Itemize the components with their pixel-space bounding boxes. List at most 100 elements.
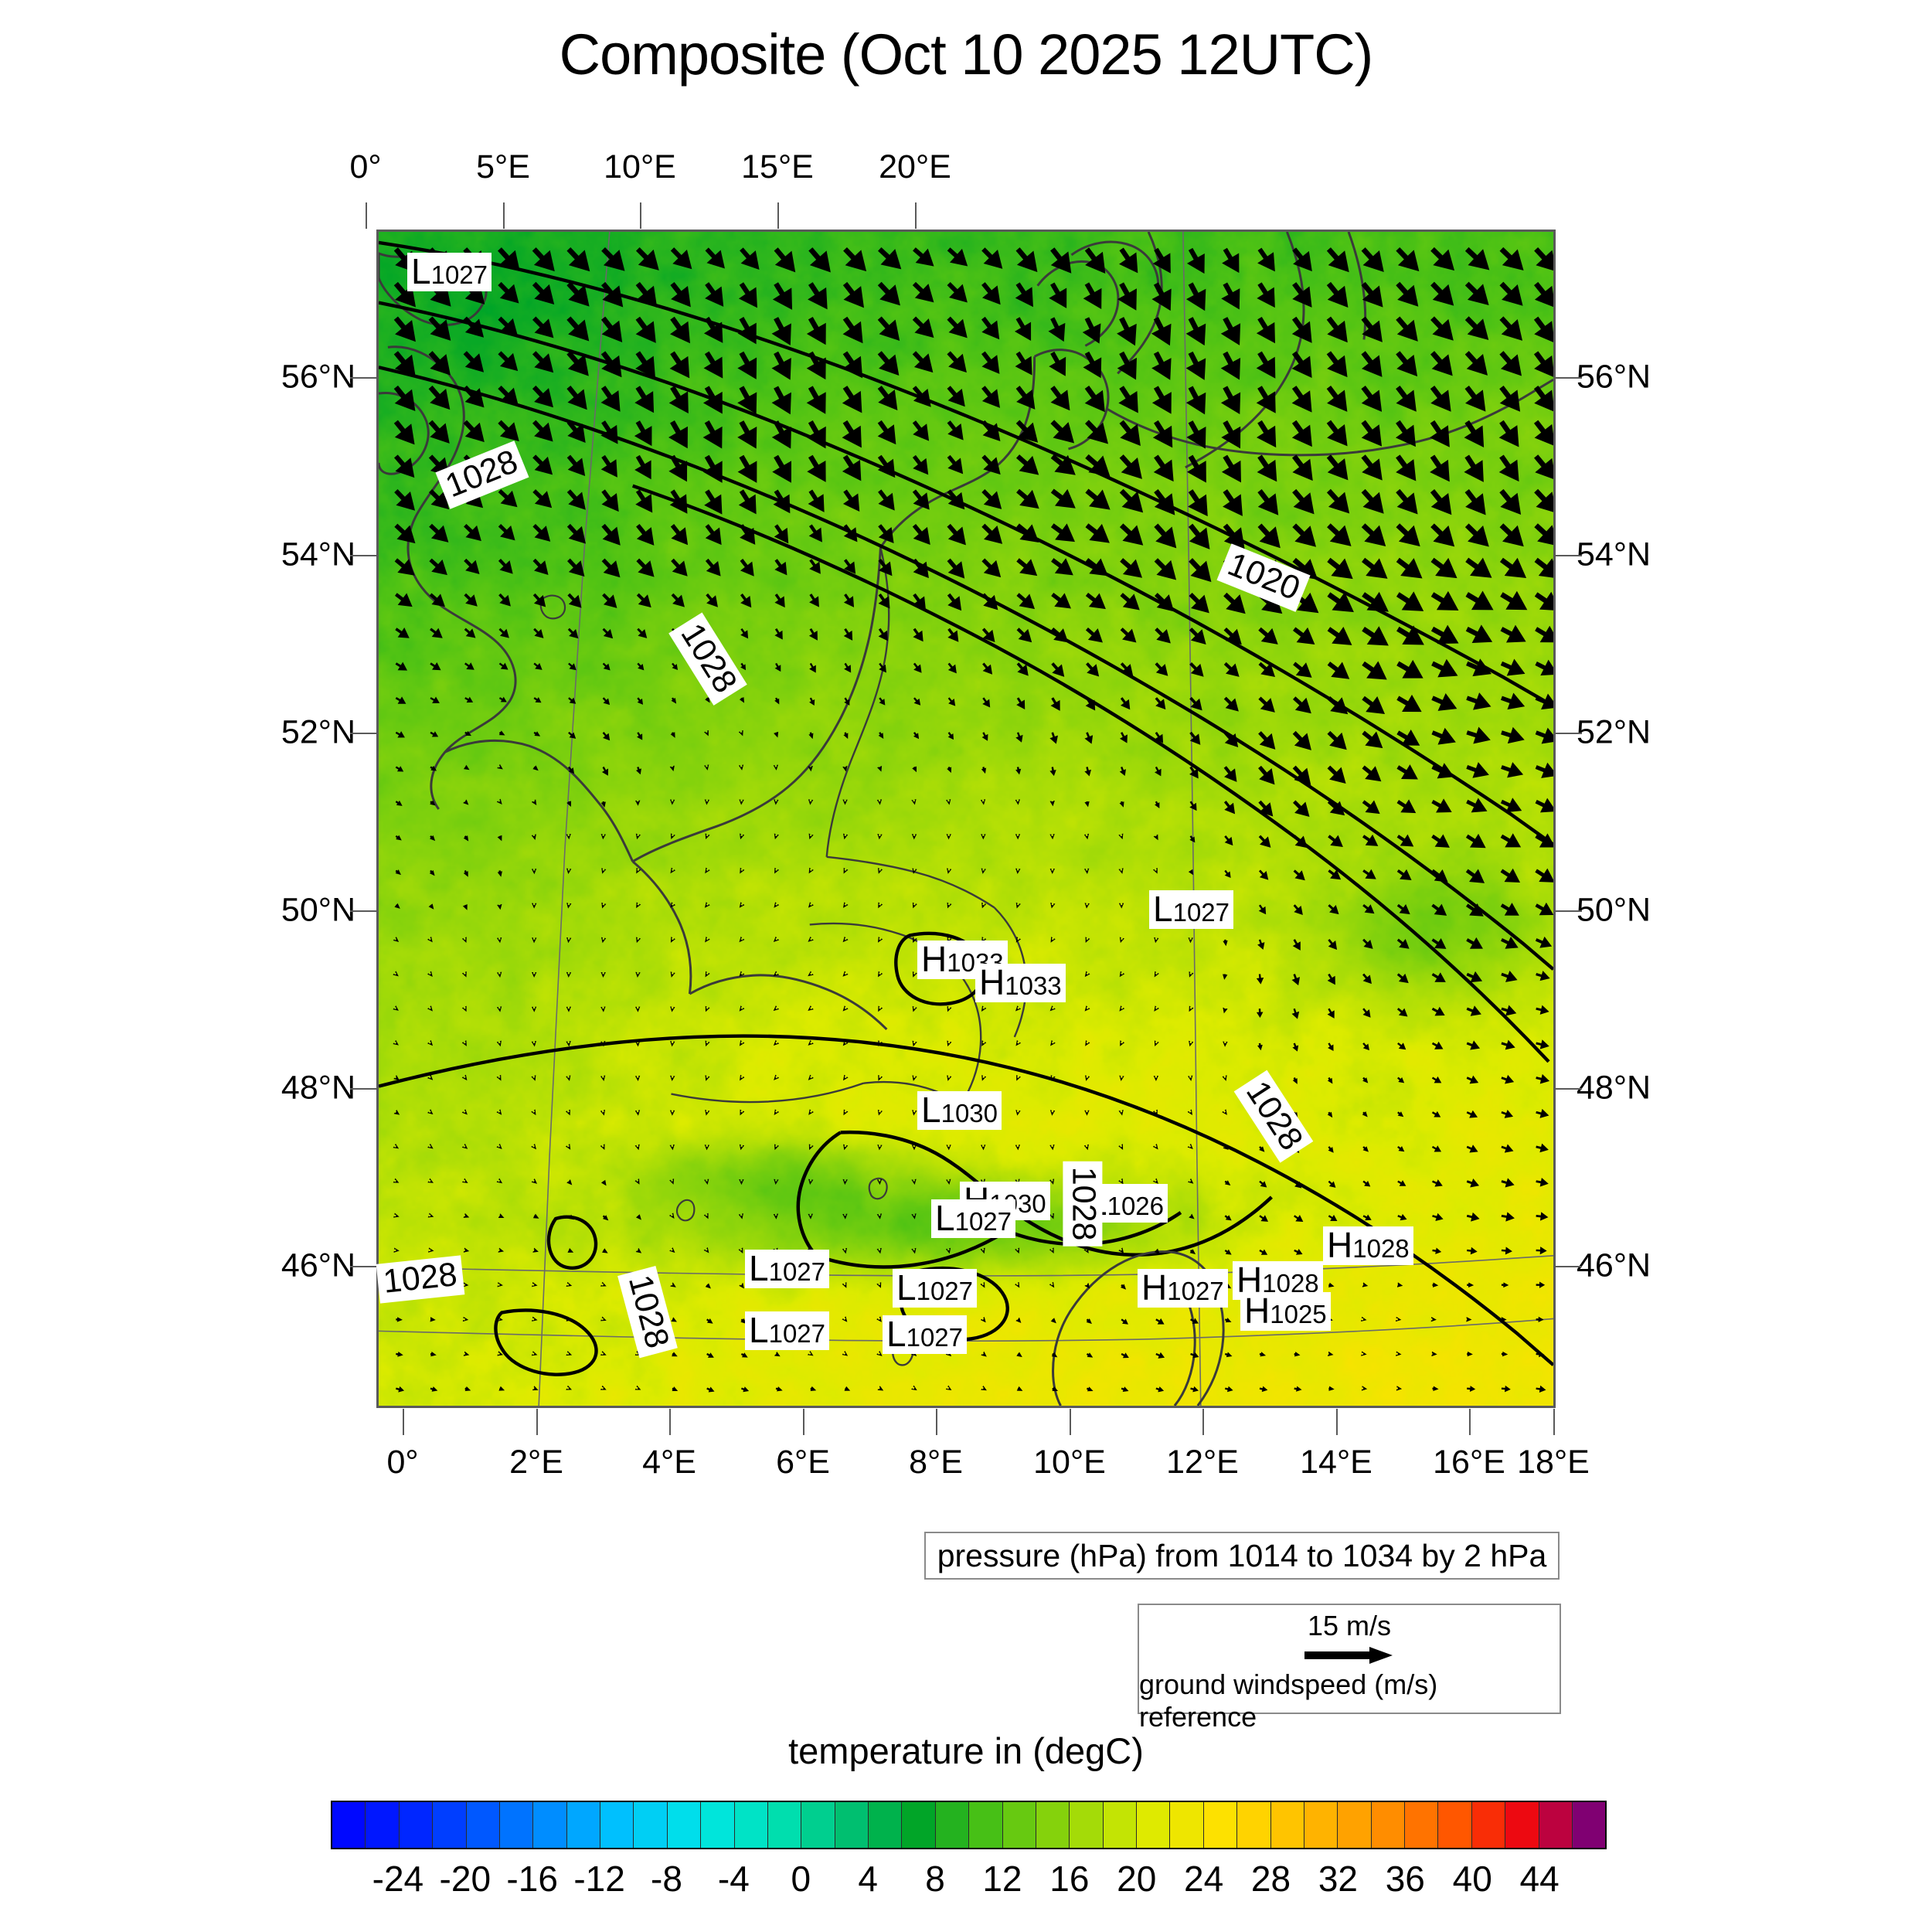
wind-arrow-icon: [980, 799, 986, 805]
wind-arrow-icon: [670, 247, 692, 270]
wind-arrow-icon: [806, 317, 826, 345]
wind-arrow-icon: [1466, 1212, 1480, 1222]
wind-arrow-icon: [1500, 658, 1526, 676]
wind-arrow-icon: [1430, 557, 1458, 579]
geo-path: [868, 1177, 888, 1200]
wind-arrow-icon: [1396, 869, 1412, 880]
axis-left-label: 48°N: [281, 1069, 355, 1107]
wind-arrow-icon: [1361, 386, 1383, 412]
wind-arrow-icon: [1397, 1111, 1404, 1117]
wind-arrow-icon: [1050, 1318, 1056, 1324]
pressure-center-value: 1027: [954, 1207, 1012, 1236]
pressure-center-type: L: [921, 1090, 941, 1130]
geo-path: [675, 1199, 696, 1222]
wind-arrow-icon: [396, 1352, 403, 1357]
wind-arrow-icon: [1362, 973, 1372, 985]
wind-arrow-icon: [1221, 282, 1240, 310]
wind-arrow-icon: [568, 731, 577, 739]
wind-arrow-icon: [1155, 766, 1162, 777]
wind-arrow-icon: [1221, 420, 1241, 449]
wind-arrow-icon: [1432, 1282, 1439, 1287]
wind-arrow-icon: [1189, 971, 1194, 978]
wind-arrow-icon: [1049, 1145, 1055, 1151]
wind-arrow-icon: [705, 524, 722, 546]
wind-arrow-icon: [808, 971, 814, 977]
wind-arrow-icon: [808, 489, 825, 512]
wind-arrow-icon: [1293, 662, 1312, 678]
wind-arrow-icon: [773, 971, 780, 977]
wind-arrow-icon: [1051, 662, 1065, 677]
wind-arrow-icon: [809, 594, 819, 607]
wind-arrow-icon: [842, 1213, 848, 1219]
wind-arrow-icon: [774, 247, 796, 273]
wind-arrow-icon: [532, 903, 537, 909]
wind-arrow-icon: [1431, 972, 1446, 982]
map-panel[interactable]: L1027L1027H1033H1033L1030H1030L1027L1026…: [376, 230, 1556, 1408]
wind-arrow-icon: [704, 1179, 709, 1185]
wind-arrow-icon: [430, 800, 436, 806]
wind-arrow-icon: [1087, 1386, 1094, 1392]
wind-arrow-icon: [1049, 1247, 1054, 1254]
colorbar-tick-label: 8: [925, 1859, 945, 1899]
wind-arrow-icon: [1223, 974, 1228, 980]
pressure-center-type: H: [1141, 1267, 1168, 1308]
wind-arrow-icon: [462, 1316, 469, 1322]
wind-arrow-icon: [1257, 247, 1275, 272]
pressure-center-type: L: [896, 1267, 917, 1308]
wind-arrow-icon: [462, 904, 468, 910]
wind-arrow-icon: [1396, 557, 1423, 579]
wind-arrow-icon: [1501, 1144, 1514, 1153]
wind-arrow-icon: [1326, 316, 1348, 343]
wind-arrow-icon: [1082, 317, 1101, 344]
wind-arrow-icon: [428, 903, 434, 910]
wind-arrow-icon: [1536, 1351, 1545, 1358]
wind-arrow-icon: [1328, 938, 1338, 950]
colorbar-tick-label: 12: [982, 1859, 1022, 1899]
wind-arrow-icon: [1050, 903, 1056, 909]
wind-arrow-icon: [911, 1213, 917, 1219]
colorbar[interactable]: [331, 1801, 1607, 1849]
wind-arrow-icon: [981, 558, 1002, 578]
colorbar-swatch: [1070, 1802, 1104, 1848]
wind-arrow-icon: [531, 1006, 537, 1012]
wind-arrow-icon: [637, 628, 648, 638]
wind-arrow-icon: [1501, 1351, 1509, 1357]
wind-arrow-icon: [1120, 1040, 1125, 1046]
wind-arrow-icon: [1085, 420, 1109, 444]
pressure-center-marker: L1027: [893, 1267, 978, 1308]
wind-arrow-icon: [1256, 351, 1276, 379]
wind-arrow-icon: [635, 971, 641, 978]
wind-arrow-icon: [498, 316, 519, 336]
wind-arrow-icon: [877, 386, 898, 410]
wind-arrow-icon: [1327, 800, 1345, 816]
wind-arrow-icon: [773, 489, 791, 514]
wind-arrow-icon: [843, 594, 855, 607]
wind-arrow-icon: [1361, 420, 1383, 447]
wind-arrow-icon: [1292, 939, 1301, 951]
wind-arrow-icon: [842, 1005, 849, 1012]
colorbar-tick-label: 0: [791, 1859, 811, 1899]
wind-arrow-icon: [981, 1040, 987, 1046]
wind-arrow-icon: [740, 628, 749, 639]
wind-arrow-icon: [842, 420, 862, 448]
wind-arrow-icon: [600, 316, 623, 343]
wind-arrow-icon: [947, 316, 968, 338]
wind-arrow-icon: [1085, 1075, 1090, 1081]
wind-arrow-icon: [1326, 386, 1348, 412]
wind-arrow-icon: [1465, 869, 1485, 883]
wind-arrow-icon: [947, 489, 965, 510]
colorbar-swatch: [1203, 1802, 1238, 1848]
wind-arrow-icon: [532, 937, 537, 944]
wind-arrow-icon: [1224, 869, 1231, 879]
wind-arrow-icon: [394, 593, 413, 607]
wind-arrow-icon: [705, 833, 710, 840]
wind-arrow-icon: [461, 937, 467, 944]
wind-arrow-icon: [461, 1143, 468, 1149]
wind-arrow-icon: [740, 662, 747, 671]
wind-arrow-icon: [1016, 488, 1039, 509]
wind-arrow-icon: [634, 1385, 641, 1390]
wind-arrow-icon: [1499, 557, 1527, 578]
wind-arrow-icon: [1466, 1005, 1481, 1016]
wind-arrow-icon: [1151, 282, 1172, 311]
wind-arrow-icon: [1016, 1352, 1022, 1358]
